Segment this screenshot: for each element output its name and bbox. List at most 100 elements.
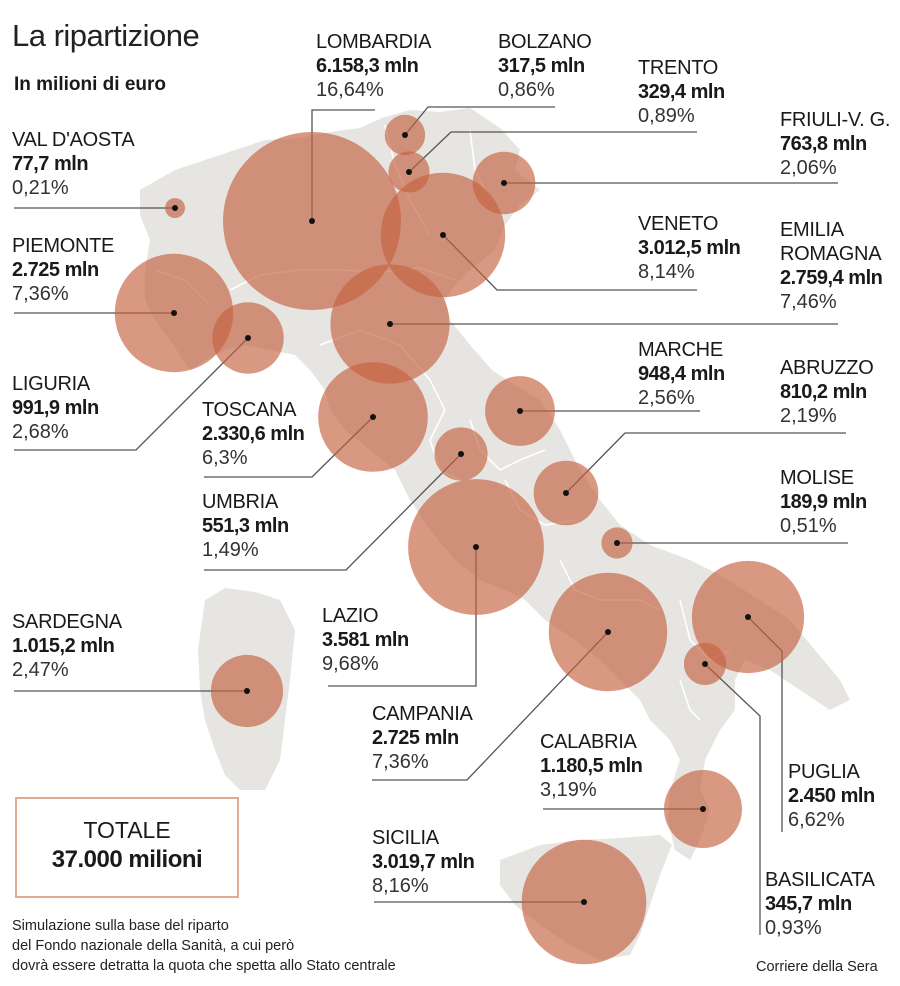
center-dot-basilicata	[702, 661, 708, 667]
region-value: 3.012,5 mln	[638, 237, 741, 259]
label-liguria: LIGURIA 991,9 mln 2,68%	[12, 372, 99, 444]
center-dot-sicilia	[581, 899, 587, 905]
region-name: EMILIA	[780, 219, 844, 241]
region-name: SARDEGNA	[12, 611, 122, 633]
label-lombardia: LOMBARDIA 6.158,3 mln 16,64%	[316, 30, 431, 102]
label-sardegna: SARDEGNA 1.015,2 mln 2,47%	[12, 610, 122, 682]
center-dot-puglia	[745, 614, 751, 620]
region-name: SICILIA	[372, 827, 439, 849]
page-title: La ripartizione	[12, 18, 200, 53]
label-lazio: LAZIO 3.581 mln 9,68%	[322, 604, 409, 676]
label-molise: MOLISE 189,9 mln 0,51%	[780, 466, 867, 538]
region-name: CAMPANIA	[372, 703, 473, 725]
label-abruzzo: ABRUZZO 810,2 mln 2,19%	[780, 356, 874, 428]
center-dot-friuli-v-g	[501, 180, 507, 186]
label-sicilia: SICILIA 3.019,7 mln 8,16%	[372, 826, 475, 898]
region-name: VENETO	[638, 213, 719, 235]
label-toscana: TOSCANA 2.330,6 mln 6,3%	[202, 398, 305, 470]
center-dot-umbria	[458, 451, 464, 457]
region-name: TOSCANA	[202, 399, 297, 421]
region-name: UMBRIA	[202, 491, 278, 513]
region-name: CALABRIA	[540, 731, 637, 753]
label-campania: CAMPANIA 2.725 mln 7,36%	[372, 702, 473, 774]
region-pct: 2,19%	[780, 405, 837, 427]
label-friuli: FRIULI-V. G. 763,8 mln 2,06%	[780, 108, 890, 180]
region-name: LOMBARDIA	[316, 31, 432, 53]
center-dot-veneto	[440, 232, 446, 238]
label-veneto: VENETO 3.012,5 mln 8,14%	[638, 212, 741, 284]
region-value: 2.450 mln	[788, 785, 875, 807]
center-dot-piemonte	[171, 310, 177, 316]
region-name: PUGLIA	[788, 761, 860, 783]
region-name: VAL D'AOSTA	[12, 129, 135, 151]
center-dot-val-d-aosta	[172, 205, 178, 211]
center-dot-calabria	[700, 806, 706, 812]
region-pct: 6,3%	[202, 447, 248, 469]
region-pct: 2,47%	[12, 659, 69, 681]
center-dot-lombardia	[309, 218, 315, 224]
total-value: 37.000 milioni	[51, 846, 203, 873]
leader-line-basilicata	[704, 663, 761, 935]
region-name: LIGURIA	[12, 373, 90, 395]
region-pct: 8,16%	[372, 875, 429, 897]
label-puglia: PUGLIA 2.450 mln 6,62%	[788, 760, 875, 832]
region-pct: 7,36%	[372, 751, 429, 773]
leader-line-liguria	[14, 337, 249, 451]
center-dot-toscana	[370, 414, 376, 420]
region-value: 77,7 mln	[12, 153, 89, 175]
region-pct: 0,21%	[12, 177, 69, 199]
region-pct: 2,06%	[780, 157, 837, 179]
center-dot-liguria	[245, 335, 251, 341]
region-value: 763,8 mln	[780, 133, 867, 155]
source-credit: Corriere della Sera	[756, 959, 878, 975]
footnote: Simulazione sulla base del riparto del F…	[12, 916, 472, 976]
footnote-line: del Fondo nazionale della Sanità, a cui …	[12, 938, 295, 954]
center-dot-sardegna	[244, 688, 250, 694]
label-umbria: UMBRIA 551,3 mln 1,49%	[202, 490, 289, 562]
bubble-centers	[171, 132, 751, 905]
label-marche: MARCHE 948,4 mln 2,56%	[638, 338, 725, 410]
region-name: BASILICATA	[765, 869, 875, 891]
region-pct: 6,62%	[788, 809, 845, 831]
label-calabria: CALABRIA 1.180,5 mln 3,19%	[540, 730, 643, 802]
total-label: TOTALE	[83, 817, 171, 843]
region-value: 345,7 mln	[765, 893, 852, 915]
region-name: MARCHE	[638, 339, 723, 361]
region-value: 2.759,4 mln	[780, 267, 883, 289]
region-pct: 2,68%	[12, 421, 69, 443]
region-value: 991,9 mln	[12, 397, 99, 419]
center-dot-molise	[614, 540, 620, 546]
footnote-line: Simulazione sulla base del riparto	[12, 918, 229, 934]
region-value: 6.158,3 mln	[316, 55, 419, 77]
region-pct: 16,64%	[316, 79, 384, 101]
region-value: 2.330,6 mln	[202, 423, 305, 445]
region-pct: 0,51%	[780, 515, 837, 537]
region-value: 317,5 mln	[498, 55, 585, 77]
region-pct: 0,93%	[765, 917, 822, 939]
region-value: 948,4 mln	[638, 363, 725, 385]
region-pct: 0,89%	[638, 105, 695, 127]
label-trento: TRENTO 329,4 mln 0,89%	[638, 56, 725, 128]
region-name: LAZIO	[322, 605, 379, 627]
region-name: BOLZANO	[498, 31, 592, 53]
label-valdaosta: VAL D'AOSTA 77,7 mln 0,21%	[12, 128, 135, 200]
region-pct: 8,14%	[638, 261, 695, 283]
center-dot-abruzzo	[563, 490, 569, 496]
region-name: MOLISE	[780, 467, 854, 489]
region-pct: 0,86%	[498, 79, 555, 101]
center-dot-trento	[406, 169, 412, 175]
region-value: 3.581 mln	[322, 629, 409, 651]
label-piemonte: PIEMONTE 2.725 mln 7,36%	[12, 234, 114, 306]
region-value: 2.725 mln	[12, 259, 99, 281]
region-name: TRENTO	[638, 57, 719, 79]
center-dot-campania	[605, 629, 611, 635]
region-name-line2: ROMAGNA	[780, 243, 882, 265]
region-value: 810,2 mln	[780, 381, 867, 403]
region-pct: 7,46%	[780, 291, 837, 313]
total-box: TOTALE 37.000 milioni	[15, 797, 239, 898]
region-pct: 7,36%	[12, 283, 69, 305]
leader-line-umbria	[204, 453, 462, 571]
region-pct: 1,49%	[202, 539, 259, 561]
